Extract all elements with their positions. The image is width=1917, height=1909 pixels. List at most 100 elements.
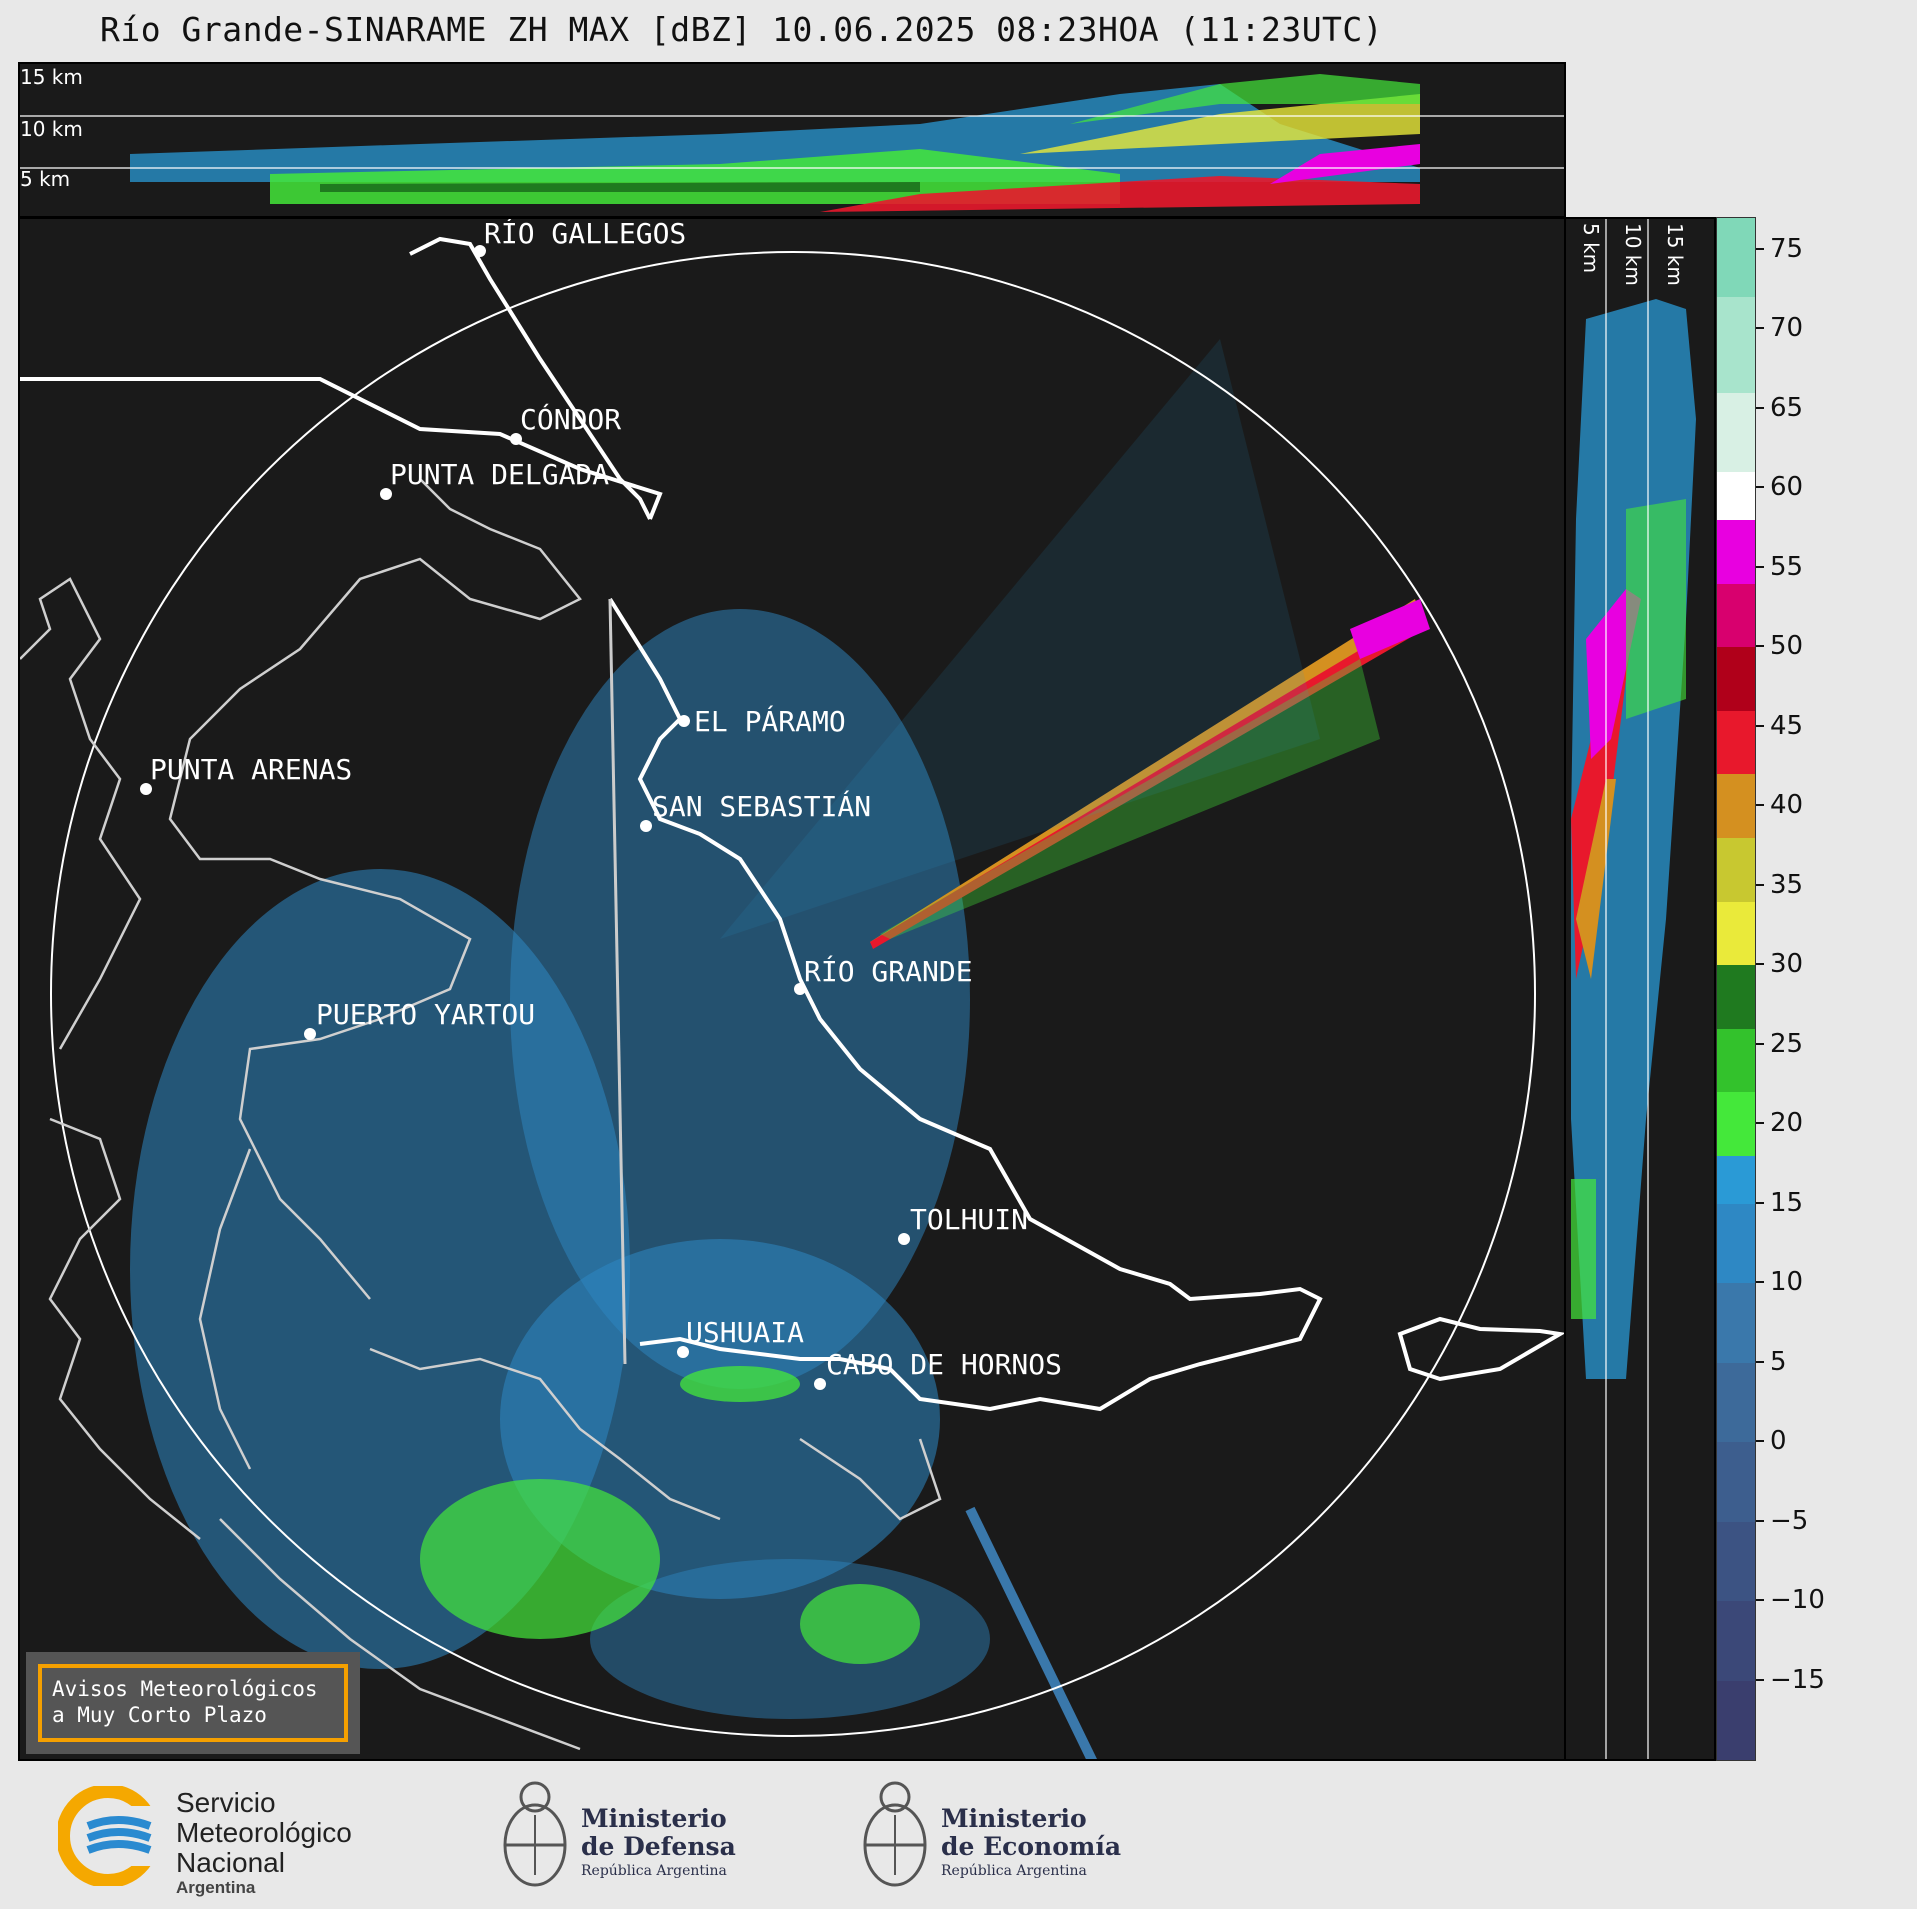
smn-logo: Servicio Meteorológico Nacional Argentin… (58, 1786, 398, 1897)
side-cross-section: 5 km 10 km 15 km (1564, 217, 1716, 1761)
ministerio-economia-logo: Ministerio de Economía República Argenti… (855, 1775, 1121, 1895)
colorbar-tick-label: 70 (1770, 313, 1804, 344)
colorbar-band (1717, 774, 1755, 838)
defensa-line-1: Ministerio (581, 1804, 727, 1833)
san-sebastian-marker (640, 820, 652, 832)
colorbar-band (1717, 392, 1755, 473)
aviso-line-1: Avisos Meteorológicos (52, 1677, 318, 1701)
place-label: USHUAIA (686, 1316, 804, 1349)
colorbar-tick-label: −5 (1770, 1505, 1809, 1536)
smn-line-2: Meteorológico (176, 1817, 352, 1848)
place-label: CÓNDOR (520, 402, 621, 436)
colorbar-band (1717, 965, 1755, 1029)
colorbar-tick-label: 45 (1770, 710, 1804, 741)
colorbar-band (1717, 218, 1755, 298)
colorbar-band (1717, 647, 1755, 711)
place-label: CABO DE HORNOS (826, 1348, 1062, 1381)
smn-line-3: Nacional (176, 1847, 285, 1878)
colorbar-tick-label: 15 (1770, 1187, 1804, 1218)
top-cross-section: 15 km 10 km 5 km (18, 62, 1566, 218)
colorbar-band (1717, 1362, 1755, 1443)
colorbar-band (1717, 297, 1755, 393)
ministerio-defensa-logo: Ministerio de Defensa República Argentin… (495, 1775, 736, 1895)
colorbar-tick-label: 65 (1770, 392, 1804, 423)
smn-line-1: Servicio (176, 1787, 276, 1818)
colorbar-tick-label: 40 (1770, 790, 1804, 821)
punta-arenas-marker (140, 783, 152, 795)
colorbar-tick-label: 5 (1770, 1346, 1787, 1377)
colorbar-band (1717, 1155, 1755, 1204)
side-echo-band (1571, 299, 1696, 1379)
place-label: EL PÁRAMO (694, 704, 846, 738)
place-label: TOLHUIN (910, 1203, 1028, 1236)
colorbar-band (1717, 901, 1755, 966)
top-height-label-5: 5 km (20, 167, 70, 191)
colorbar-tick-label: 10 (1770, 1267, 1804, 1298)
colorbar-ticks: 75 70 65 60 55 50 45 40 35 30 25 20 15 10 5 0 −5 −10 −15 (1756, 217, 1876, 1761)
argentina-coast (20, 236, 1564, 1412)
colorbar-tick-label: −15 (1770, 1664, 1825, 1695)
colorbar-tick-label: 55 (1770, 551, 1804, 582)
colorbar-tick-label: 35 (1770, 869, 1804, 900)
economia-line-3: República Argentina (941, 1863, 1087, 1879)
colorbar-band (1717, 1028, 1755, 1093)
place-label: RÍO GRANDE (804, 954, 973, 988)
aviso-box: Avisos Meteorológicos a Muy Corto Plazo (26, 1652, 360, 1754)
colorbar-band (1717, 1283, 1755, 1363)
place-markers (140, 245, 910, 1390)
coastlines (20, 478, 942, 1751)
colorbar-band (1717, 1203, 1755, 1284)
colorbar-tick-label: 0 (1770, 1426, 1787, 1457)
footer-logos: Servicio Meteorológico Nacional Argentin… (0, 1761, 1917, 1909)
punta-delgada-marker (380, 488, 392, 500)
el-paramo-marker (678, 715, 690, 727)
smn-line-4: Argentina (176, 1878, 256, 1897)
economia-line-2: de Economía (941, 1832, 1122, 1861)
ushuaia-marker (677, 1346, 689, 1358)
tolhuin-marker (898, 1233, 910, 1245)
aviso-line-2: a Muy Corto Plazo (52, 1703, 267, 1727)
rio-gallegos-marker (474, 245, 486, 257)
colorbar-band (1717, 1092, 1755, 1156)
coat-of-arms-icon (503, 1781, 567, 1887)
colorbar-band (1717, 1601, 1755, 1681)
top-height-label-15: 15 km (20, 65, 83, 89)
colorbar-band (1717, 1521, 1755, 1602)
place-labels: RÍO GALLEGOS CÓNDOR PUNTA DELGADA EL PÁR… (150, 219, 1062, 1381)
colorbar-tick-label: 75 (1770, 233, 1804, 264)
condor-marker (510, 433, 522, 445)
defensa-line-2: de Defensa (581, 1832, 736, 1861)
colorbar-band (1717, 472, 1755, 521)
side-height-label-10: 10 km (1621, 223, 1645, 286)
smn-emblem-icon (58, 1786, 168, 1886)
colorbar-band (1717, 710, 1755, 775)
side-height-label-5: 5 km (1579, 223, 1603, 273)
colorbar-band (1717, 837, 1755, 902)
puerto-yartou-marker (304, 1028, 316, 1040)
defensa-line-3: República Argentina (581, 1863, 727, 1879)
dbz-colorbar (1716, 217, 1756, 1761)
top-height-label-10: 10 km (20, 117, 83, 141)
side-height-label-15: 15 km (1663, 223, 1687, 286)
place-label: SAN SEBASTIÁN (652, 789, 871, 823)
economia-line-1: Ministerio (941, 1804, 1087, 1833)
colorbar-band (1717, 1680, 1755, 1760)
colorbar-tick-label: 50 (1770, 631, 1804, 662)
colorbar-tick-label: 30 (1770, 949, 1804, 980)
place-label: PUNTA DELGADA (390, 458, 609, 491)
place-label: PUERTO YARTOU (316, 998, 535, 1031)
place-label: PUNTA ARENAS (150, 753, 352, 786)
page-title: Río Grande-SINARAME ZH MAX [dBZ] 10.06.2… (100, 10, 1384, 49)
colorbar-band (1717, 520, 1755, 584)
precipitation-echoes (130, 339, 1430, 1759)
place-label: RÍO GALLEGOS (484, 219, 686, 250)
colorbar-band (1717, 583, 1755, 648)
colorbar-tick-label: 60 (1770, 472, 1804, 503)
colorbar-tick-label: 25 (1770, 1028, 1804, 1059)
colorbar-band (1717, 1442, 1755, 1522)
colorbar-tick-label: −10 (1770, 1585, 1825, 1616)
borders (608, 598, 627, 1365)
top-echo-band (130, 74, 1420, 212)
radar-map: RÍO GALLEGOS CÓNDOR PUNTA DELGADA EL PÁR… (18, 217, 1566, 1761)
rio-grande-marker (794, 983, 806, 995)
